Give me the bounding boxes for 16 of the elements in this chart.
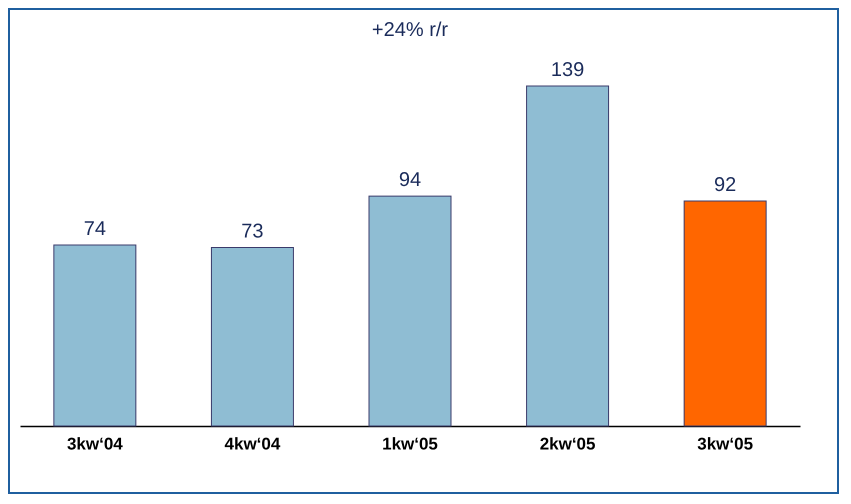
x-tick-label: 4kw‘04 [224, 434, 281, 454]
x-tick-label: 2kw‘05 [540, 434, 596, 454]
data-label: 73 [241, 220, 264, 242]
text: +24% r/r [372, 19, 448, 41]
x-tick-label: 1kw‘05 [382, 434, 438, 454]
x-tick-label: 3kw‘04 [66, 434, 124, 454]
bar [368, 196, 452, 426]
bar [53, 244, 136, 426]
bar [684, 200, 767, 426]
data-label: 74 [84, 218, 106, 240]
bar [526, 86, 610, 426]
data-label: 94 [398, 169, 422, 192]
data-label: 92 [714, 174, 736, 196]
bar [210, 246, 294, 426]
data-label: 139 [550, 59, 584, 81]
x-tick-label: 3kw‘05 [697, 434, 754, 454]
